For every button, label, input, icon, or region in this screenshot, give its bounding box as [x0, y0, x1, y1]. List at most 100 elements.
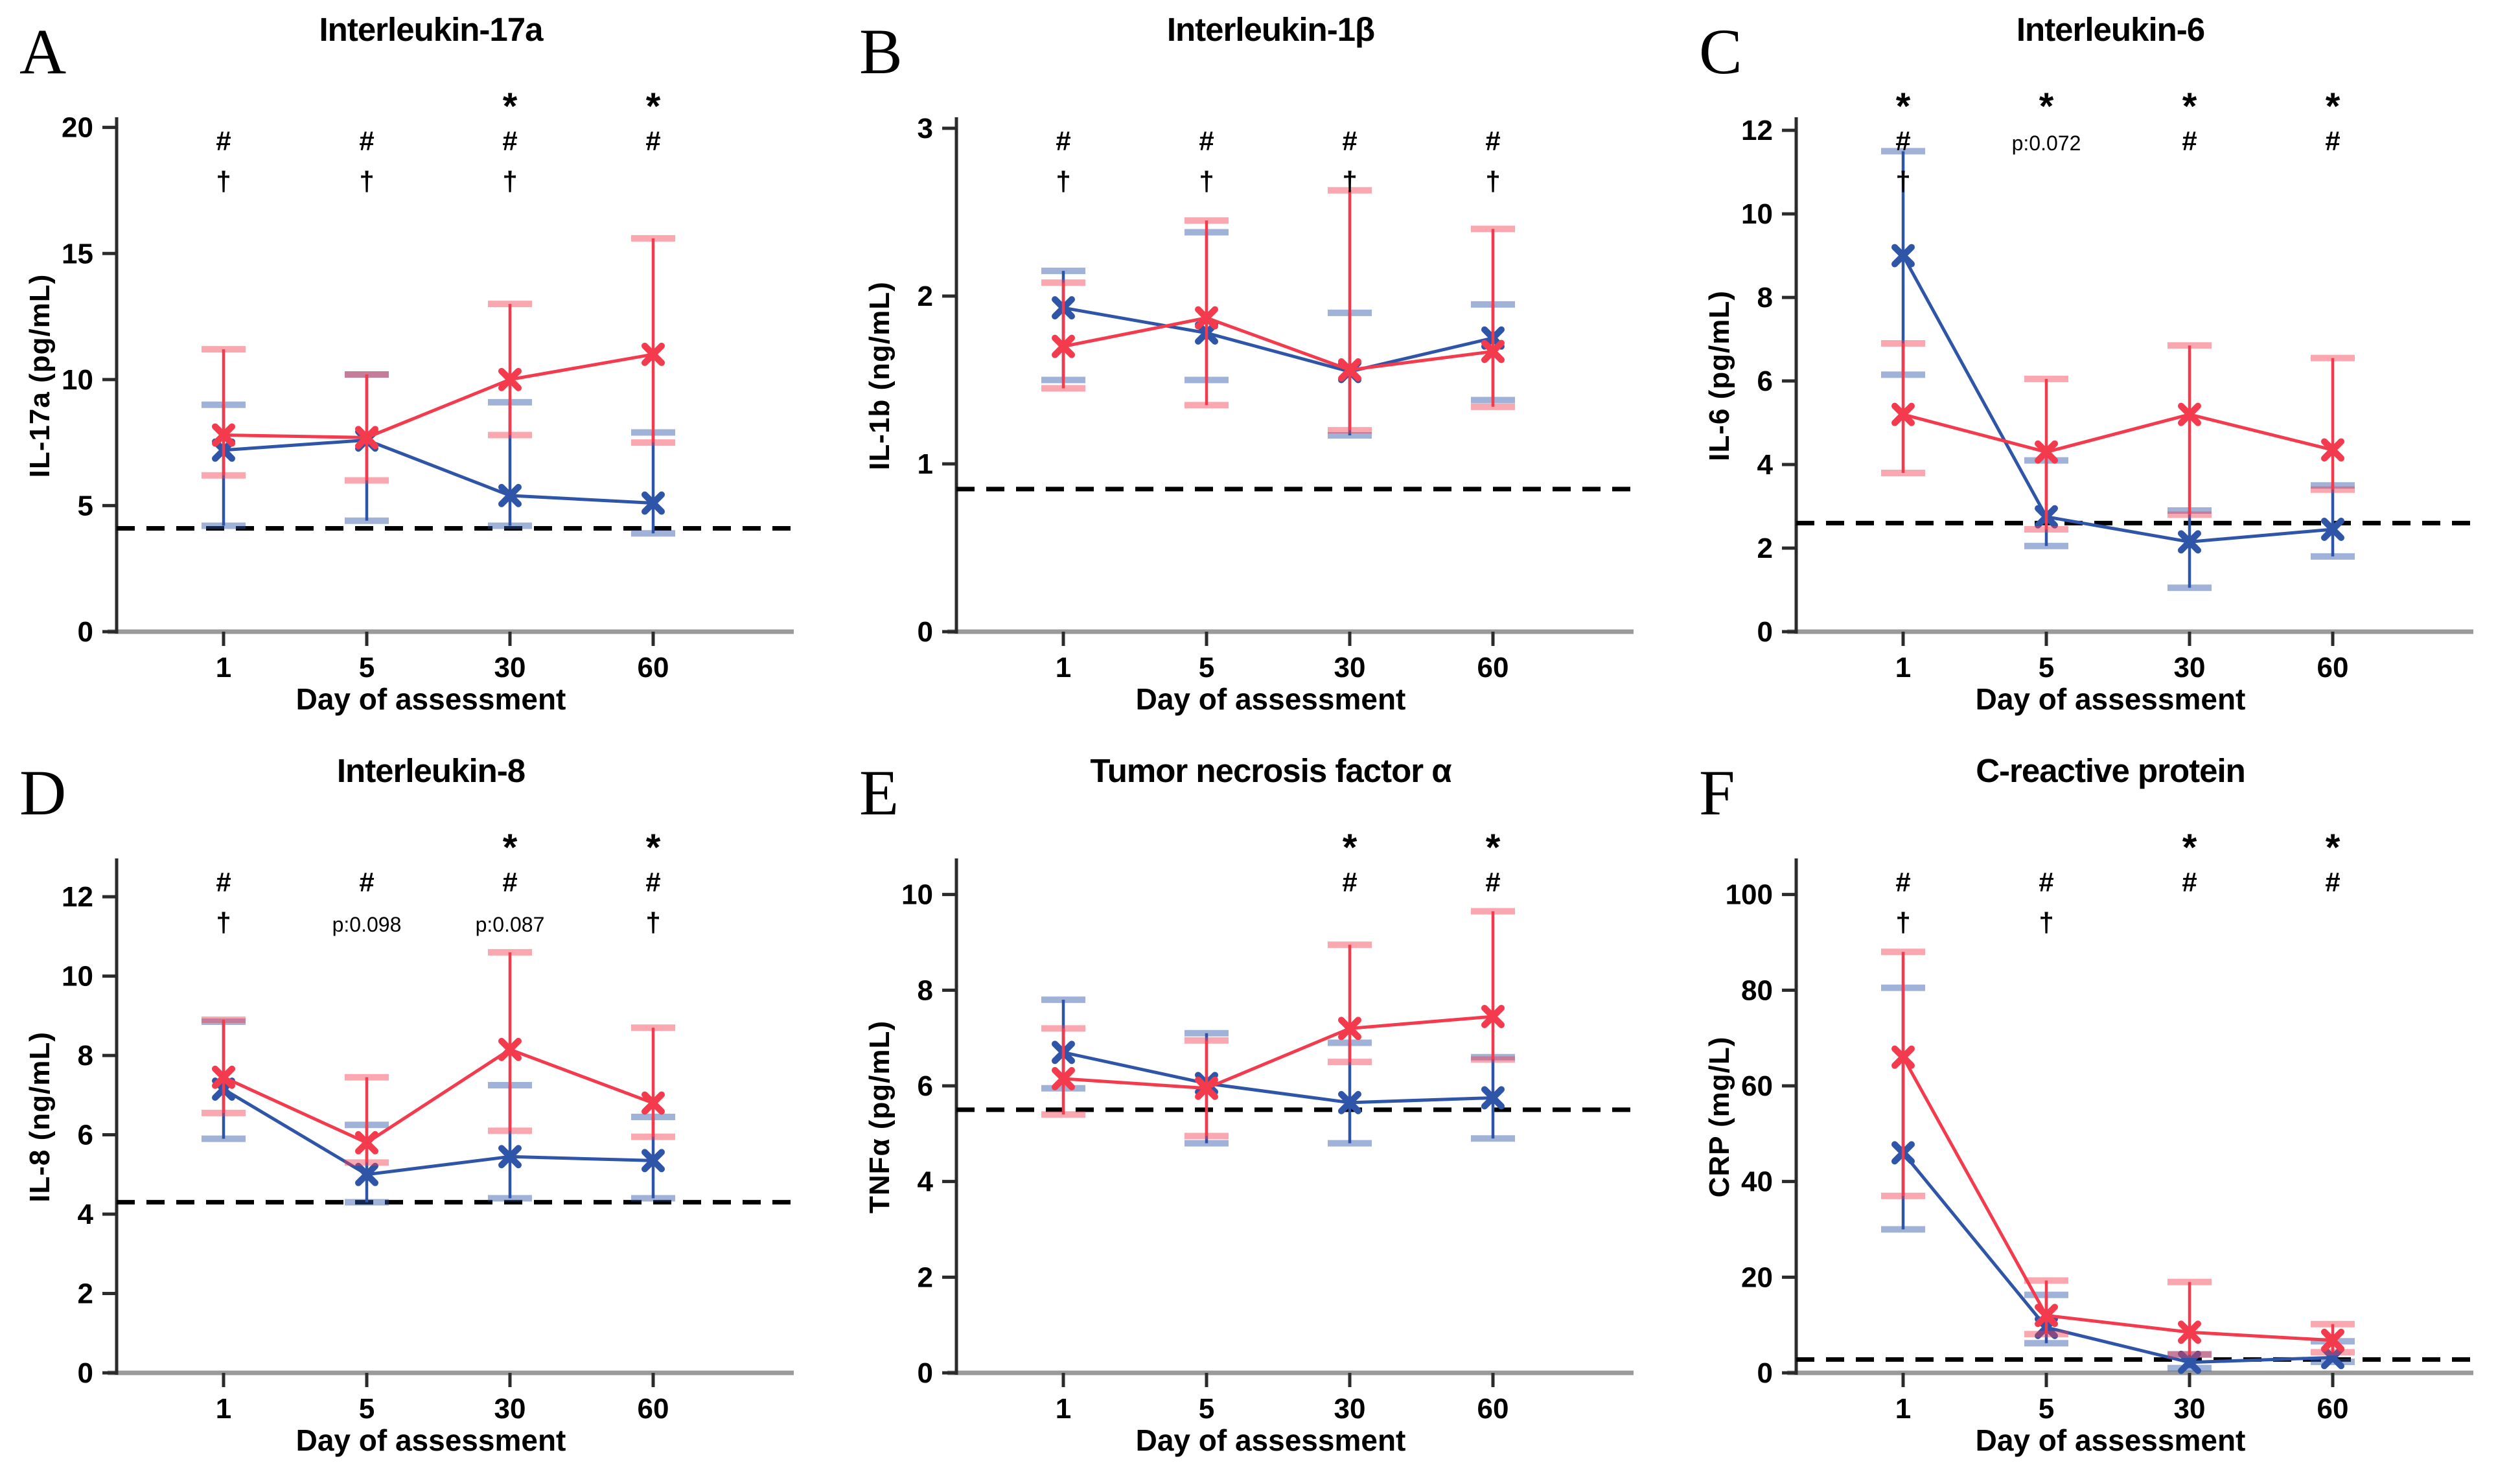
svg-text:10: 10 — [62, 364, 93, 396]
svg-text:†: † — [359, 166, 374, 196]
x-axis-label: Day of assessment — [1975, 682, 2246, 716]
svg-text:1: 1 — [1895, 1393, 1911, 1425]
x-axis-label: Day of assessment — [1135, 1423, 1406, 1457]
svg-text:#: # — [359, 867, 374, 897]
svg-text:6: 6 — [1757, 365, 1773, 397]
svg-text:8: 8 — [1757, 282, 1773, 314]
svg-text:60: 60 — [638, 1393, 669, 1425]
svg-text:2: 2 — [78, 1278, 93, 1310]
panel-letter: A — [19, 16, 67, 87]
svg-text:#: # — [1895, 867, 1910, 897]
svg-text:0: 0 — [78, 616, 93, 648]
svg-text:60: 60 — [2317, 652, 2349, 684]
svg-text:12: 12 — [62, 881, 93, 913]
svg-text:†: † — [1895, 166, 1910, 196]
svg-text:*: * — [2182, 827, 2197, 869]
svg-text:#: # — [216, 867, 231, 897]
svg-text:#: # — [2182, 867, 2197, 897]
panel-title: Interleukin-1β — [1166, 11, 1375, 48]
svg-text:5: 5 — [359, 1393, 375, 1425]
panel-title: C-reactive protein — [1976, 752, 2246, 789]
svg-text:*: * — [646, 827, 661, 869]
svg-text:†: † — [502, 166, 517, 196]
svg-text:#: # — [502, 867, 517, 897]
svg-text:30: 30 — [1334, 652, 1366, 684]
svg-text:*: * — [503, 86, 518, 128]
svg-text:4: 4 — [1757, 449, 1774, 481]
svg-text:#: # — [502, 126, 517, 156]
svg-text:2: 2 — [918, 1261, 933, 1293]
svg-text:60: 60 — [1477, 652, 1509, 684]
svg-text:5: 5 — [78, 490, 93, 522]
x-axis-label: Day of assessment — [1135, 682, 1406, 716]
svg-text:†: † — [216, 166, 231, 196]
svg-text:8: 8 — [78, 1040, 93, 1072]
svg-text:#: # — [2325, 126, 2340, 156]
svg-text:*: * — [503, 827, 518, 869]
svg-text:#: # — [1199, 126, 1214, 156]
svg-text:*: * — [1896, 86, 1911, 128]
svg-text:†: † — [1199, 166, 1214, 196]
svg-text:0: 0 — [918, 616, 933, 648]
svg-text:10: 10 — [62, 961, 93, 993]
svg-text:#: # — [645, 126, 660, 156]
svg-text:1: 1 — [216, 652, 231, 684]
svg-text:60: 60 — [1741, 1070, 1773, 1102]
svg-text:30: 30 — [2174, 652, 2206, 684]
svg-text:60: 60 — [638, 652, 669, 684]
panel-letter: D — [19, 757, 67, 829]
panel-interleukin-6: C Interleukin-6 IL-6 (pg/mL) 0 2 4 6 8 10 12 1 5… — [1680, 0, 2519, 741]
svg-text:3: 3 — [918, 113, 933, 144]
svg-text:#: # — [359, 126, 374, 156]
panel-tnf-alpha: E Tumor necrosis factor α TNFα (pg/mL) 0… — [840, 741, 1680, 1482]
svg-text:100: 100 — [1726, 879, 1773, 911]
svg-text:0: 0 — [918, 1357, 933, 1389]
panel-title: Tumor necrosis factor α — [1090, 752, 1451, 789]
svg-text:#: # — [645, 867, 660, 897]
svg-text:1: 1 — [1895, 652, 1911, 684]
svg-text:†: † — [1895, 907, 1910, 937]
panel-interleukin-1b: B Interleukin-1β IL-1b (ng/mL) 0 1 2 3 1 5 30 6… — [840, 0, 1680, 741]
panel-title: Interleukin-17a — [319, 11, 544, 48]
svg-text:1: 1 — [1056, 652, 1071, 684]
svg-text:†: † — [216, 907, 231, 937]
svg-text:*: * — [2326, 827, 2341, 869]
svg-text:20: 20 — [1741, 1261, 1773, 1293]
svg-text:6: 6 — [918, 1070, 933, 1102]
svg-text:5: 5 — [2039, 652, 2054, 684]
svg-text:0: 0 — [1757, 616, 1773, 648]
x-axis-label: Day of assessment — [295, 682, 566, 716]
x-axis-label: Day of assessment — [1975, 1423, 2246, 1457]
svg-text:†: † — [645, 907, 660, 937]
svg-text:p:0.072: p:0.072 — [2012, 132, 2081, 155]
svg-text:1: 1 — [1056, 1393, 1071, 1425]
svg-text:5: 5 — [359, 652, 375, 684]
panel-letter: B — [859, 16, 903, 87]
x-axis-label: Day of assessment — [295, 1423, 566, 1457]
svg-text:p:0.087: p:0.087 — [476, 913, 545, 936]
svg-text:40: 40 — [1741, 1166, 1773, 1198]
svg-text:30: 30 — [2174, 1393, 2206, 1425]
svg-text:#: # — [1485, 867, 1500, 897]
svg-text:5: 5 — [1199, 1393, 1214, 1425]
svg-text:4: 4 — [918, 1166, 934, 1198]
svg-text:#: # — [1342, 867, 1357, 897]
svg-text:#: # — [1056, 126, 1070, 156]
svg-text:30: 30 — [1334, 1393, 1366, 1425]
panel-letter: F — [1699, 757, 1735, 829]
svg-text:#: # — [2039, 867, 2053, 897]
svg-text:80: 80 — [1741, 974, 1773, 1006]
svg-text:#: # — [1485, 126, 1500, 156]
panel-title: Interleukin-6 — [2016, 11, 2205, 48]
panel-letter: E — [859, 757, 899, 829]
svg-text:60: 60 — [1477, 1393, 1509, 1425]
svg-text:*: * — [1486, 827, 1501, 869]
svg-text:10: 10 — [901, 879, 933, 911]
panel-interleukin-8: D Interleukin-8 IL-8 (ng/mL) 0 2 4 6 8 10 12 1 5… — [0, 741, 840, 1482]
svg-text:*: * — [2182, 86, 2197, 128]
